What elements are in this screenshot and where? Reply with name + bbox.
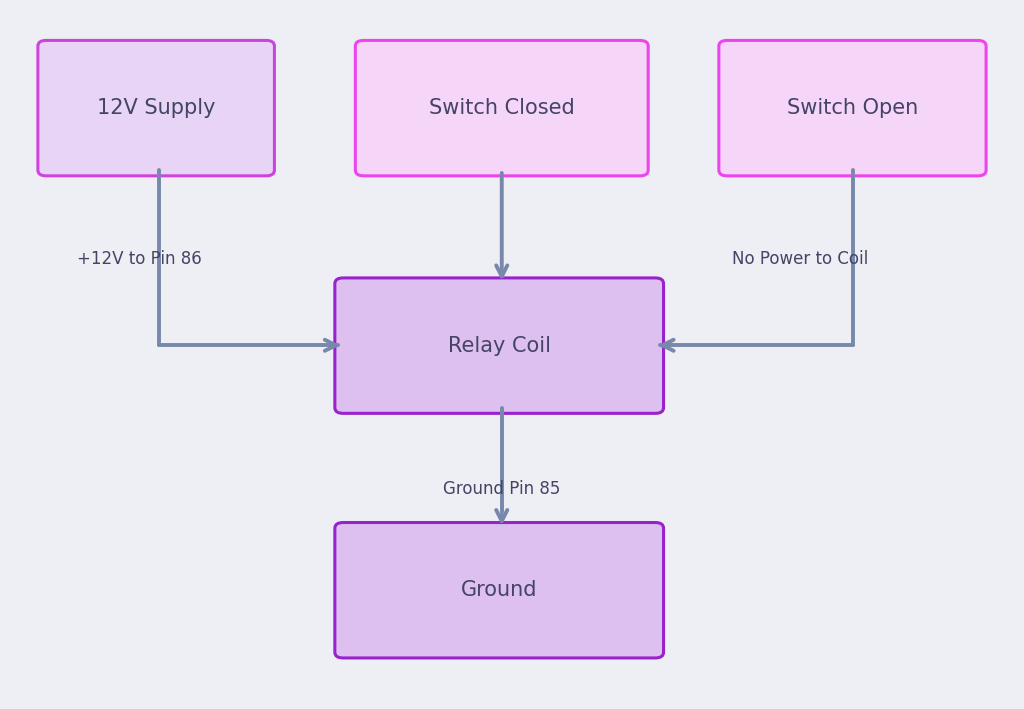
Text: Switch Closed: Switch Closed (429, 98, 574, 118)
Text: Ground: Ground (461, 580, 538, 601)
FancyBboxPatch shape (355, 40, 648, 176)
Text: Relay Coil: Relay Coil (447, 335, 551, 356)
Text: Ground Pin 85: Ground Pin 85 (443, 480, 560, 498)
Text: Switch Open: Switch Open (786, 98, 919, 118)
FancyBboxPatch shape (719, 40, 986, 176)
Text: 12V Supply: 12V Supply (97, 98, 215, 118)
Text: No Power to Coil: No Power to Coil (732, 250, 868, 268)
FancyBboxPatch shape (335, 278, 664, 413)
Text: +12V to Pin 86: +12V to Pin 86 (77, 250, 202, 268)
FancyBboxPatch shape (38, 40, 274, 176)
FancyBboxPatch shape (335, 523, 664, 658)
